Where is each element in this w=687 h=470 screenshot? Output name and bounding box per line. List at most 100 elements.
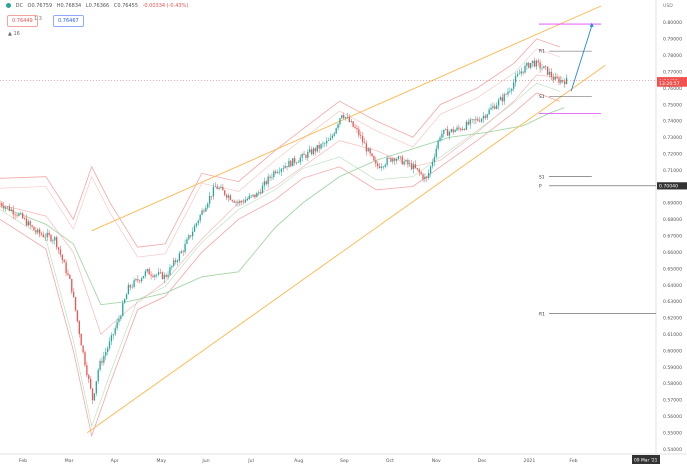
candle-body[interactable]: [112, 334, 114, 336]
candle-body[interactable]: [450, 129, 453, 132]
candle-body[interactable]: [69, 274, 71, 280]
candle-body[interactable]: [465, 121, 468, 130]
candle-body[interactable]: [186, 239, 188, 244]
candle-body[interactable]: [63, 260, 65, 263]
candle-body[interactable]: [254, 194, 256, 198]
candle-body[interactable]: [203, 210, 205, 212]
candle-body[interactable]: [18, 213, 20, 216]
candle-body[interactable]: [369, 148, 371, 154]
candle-body[interactable]: [439, 137, 441, 141]
candle-body[interactable]: [375, 160, 377, 164]
candle-body[interactable]: [150, 274, 152, 276]
candle-body[interactable]: [443, 129, 445, 134]
candle-body[interactable]: [320, 144, 322, 149]
candle-body[interactable]: [352, 121, 354, 127]
candle-body[interactable]: [101, 360, 103, 363]
candle-body[interactable]: [157, 272, 160, 275]
candle-body[interactable]: [377, 163, 379, 167]
candle-body[interactable]: [218, 188, 220, 190]
candle-body[interactable]: [312, 148, 315, 155]
candle-body[interactable]: [535, 60, 537, 67]
candle-body[interactable]: [522, 71, 524, 73]
candle-body[interactable]: [97, 369, 99, 382]
candle-body[interactable]: [505, 94, 507, 95]
candle-body[interactable]: [411, 163, 413, 170]
candle-body[interactable]: [188, 235, 190, 240]
candle-body[interactable]: [501, 97, 503, 102]
candle-body[interactable]: [333, 133, 335, 136]
candle-body[interactable]: [273, 171, 275, 177]
candle-body[interactable]: [48, 232, 50, 236]
candle-body[interactable]: [40, 233, 43, 235]
candle-body[interactable]: [473, 119, 475, 121]
candle-body[interactable]: [429, 166, 432, 174]
candle-body[interactable]: [490, 107, 492, 110]
candle-body[interactable]: [307, 152, 309, 158]
candle-body[interactable]: [37, 229, 39, 233]
candle-body[interactable]: [482, 115, 485, 119]
candle-body[interactable]: [441, 133, 443, 138]
candle-body[interactable]: [89, 379, 92, 389]
candle-body[interactable]: [552, 77, 554, 80]
candle-body[interactable]: [395, 159, 398, 161]
candle-body[interactable]: [499, 97, 502, 101]
candle-body[interactable]: [550, 71, 553, 78]
candle-body[interactable]: [412, 164, 415, 170]
candle-body[interactable]: [530, 62, 532, 68]
candle-body[interactable]: [445, 129, 447, 130]
candle-body[interactable]: [80, 333, 82, 346]
candle-body[interactable]: [507, 91, 509, 95]
candle-body[interactable]: [220, 187, 222, 189]
candle-body[interactable]: [50, 235, 52, 242]
candle-body[interactable]: [208, 195, 211, 204]
candle-body[interactable]: [435, 148, 437, 158]
candle-body[interactable]: [454, 130, 456, 133]
candle-body[interactable]: [35, 230, 37, 233]
candle-body[interactable]: [159, 272, 162, 273]
candle-body[interactable]: [214, 186, 216, 188]
candle-body[interactable]: [335, 128, 337, 134]
candle-body[interactable]: [67, 273, 69, 275]
candle-body[interactable]: [467, 121, 470, 125]
candle-body[interactable]: [33, 226, 35, 231]
candle-body[interactable]: [388, 157, 390, 159]
candle-body[interactable]: [350, 121, 352, 122]
candle-body[interactable]: [116, 321, 118, 329]
candle-body[interactable]: [256, 193, 258, 198]
candle-body[interactable]: [237, 201, 239, 203]
candle-body[interactable]: [106, 348, 109, 353]
candle-body[interactable]: [258, 192, 260, 194]
candle-body[interactable]: [403, 161, 405, 165]
candle-body[interactable]: [144, 271, 147, 277]
candle-body[interactable]: [207, 203, 209, 208]
candle-body[interactable]: [229, 195, 232, 201]
candle-body[interactable]: [86, 365, 88, 376]
candle-body[interactable]: [235, 201, 237, 203]
sell-button[interactable]: 0.76449: [7, 15, 38, 27]
candle-body[interactable]: [437, 140, 439, 149]
candle-body[interactable]: [433, 157, 436, 163]
candle-body[interactable]: [280, 169, 283, 172]
candle-body[interactable]: [531, 60, 534, 63]
candle-body[interactable]: [195, 223, 198, 226]
candle-body[interactable]: [420, 172, 422, 175]
candle-body[interactable]: [401, 156, 403, 165]
candle-body[interactable]: [545, 66, 547, 67]
candle-body[interactable]: [407, 160, 409, 165]
candle-body[interactable]: [497, 100, 500, 106]
candle-body[interactable]: [1, 202, 3, 206]
candle-body[interactable]: [354, 126, 356, 128]
candle-body[interactable]: [210, 195, 213, 197]
candle-body[interactable]: [178, 253, 181, 261]
candle-body[interactable]: [252, 194, 254, 196]
candle-body[interactable]: [343, 115, 345, 119]
candle-body[interactable]: [316, 145, 318, 152]
candle-body[interactable]: [344, 117, 347, 119]
candle-body[interactable]: [154, 275, 156, 277]
candle-body[interactable]: [428, 173, 430, 178]
candle-body[interactable]: [486, 114, 488, 118]
candle-body[interactable]: [528, 62, 530, 68]
candle-body[interactable]: [20, 213, 22, 214]
candle-body[interactable]: [140, 278, 143, 282]
candle-body[interactable]: [361, 135, 364, 143]
